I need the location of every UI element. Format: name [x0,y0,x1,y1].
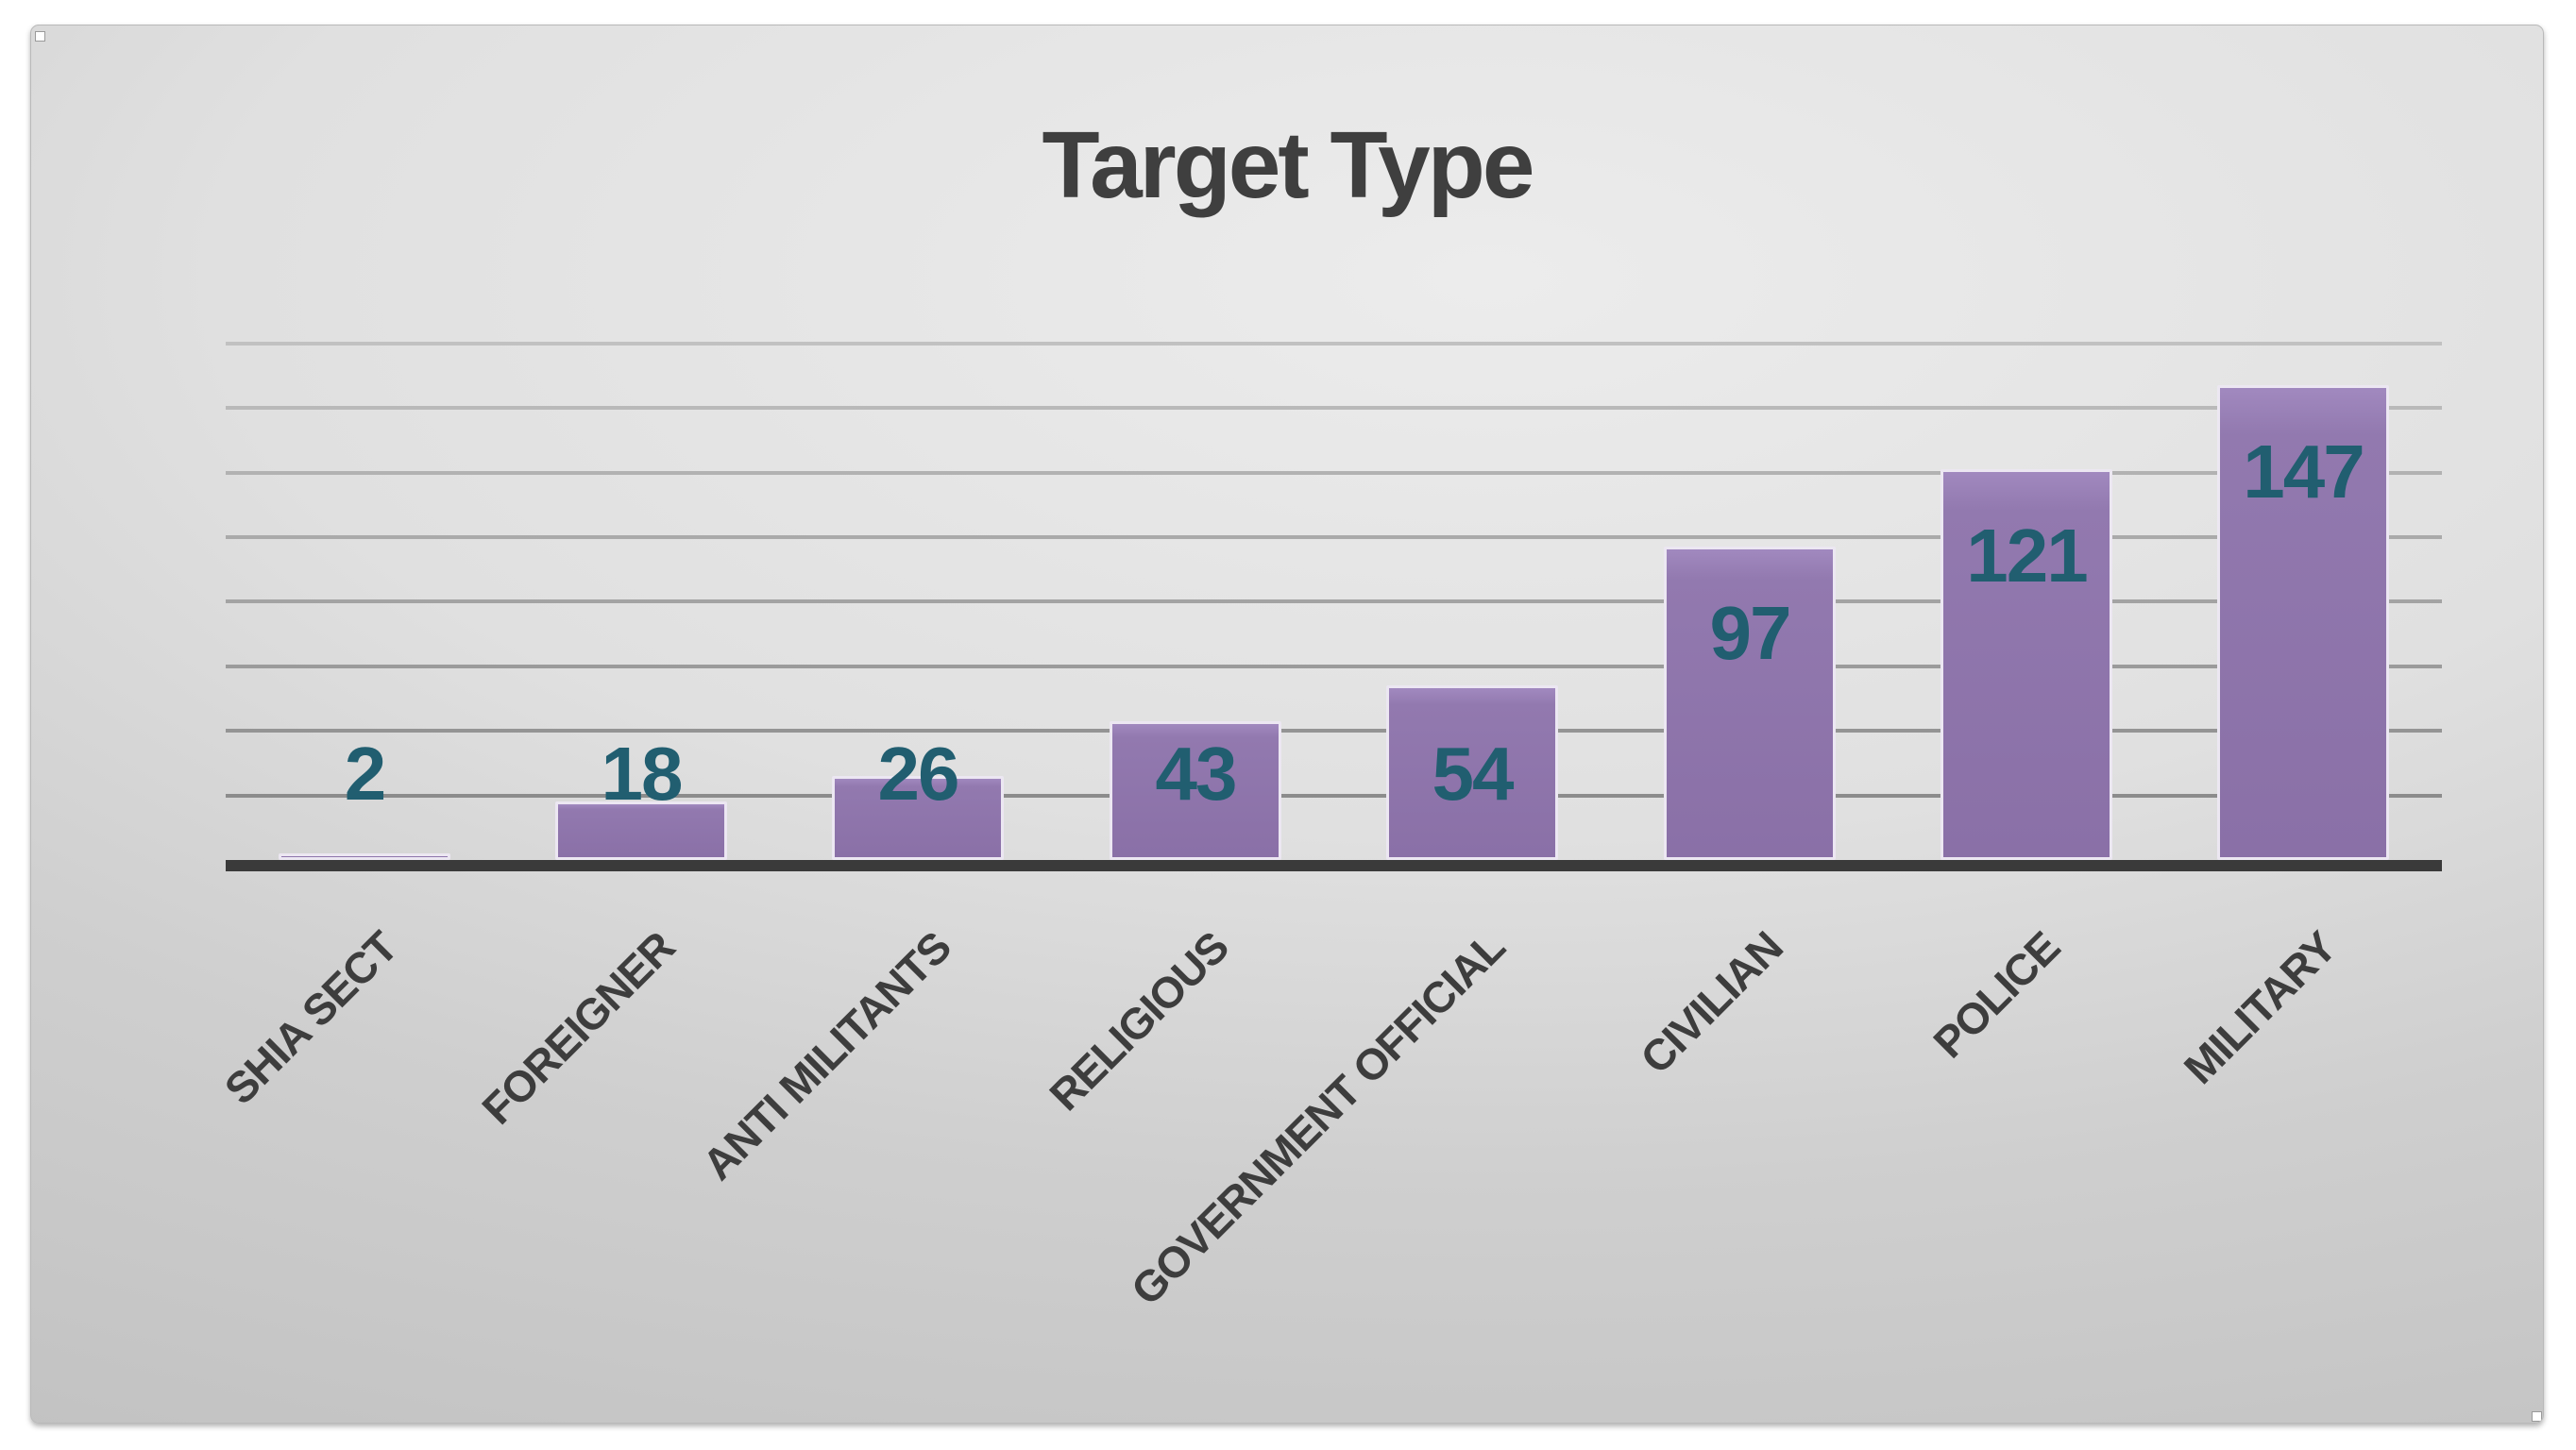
bar-civilian[interactable] [1664,547,1836,860]
bar-shia-sect[interactable] [279,853,450,860]
data-label-foreigner: 18 [601,732,684,816]
category-label-shia-sect: SHIA SECT [214,921,407,1114]
bar-military[interactable] [2217,385,2389,860]
bar-religious[interactable] [1110,721,1281,860]
gridline-160 [226,342,2442,346]
plot-area: 2 SHIA SECT 18 FOREIGNER 26 ANTI MILITANTS 43 R… [31,25,2543,1423]
category-label-foreigner: FOREIGNER [471,921,684,1134]
category-label-civilian: CIVILIAN [1631,921,1792,1084]
bar-government-official[interactable] [1386,685,1558,860]
x-axis-line [226,860,2442,871]
gridline-40 [226,729,2442,733]
data-label-shia-sect: 2 [344,732,387,816]
data-label-religious: 43 [1155,732,1238,816]
category-label-anti-militants: ANTI MILITANTS [692,921,960,1189]
gridline-20 [226,794,2442,798]
gridline-140 [226,406,2442,410]
category-label-military: MILITARY [2174,921,2346,1093]
gridline-60 [226,665,2442,668]
chart-title: Target Type [1042,112,1535,218]
resize-handle-top-left[interactable] [35,31,45,42]
data-label-civilian: 97 [1709,591,1792,675]
category-label-religious: RELIGIOUS [1040,921,1238,1121]
bar-police[interactable] [1940,469,2112,860]
slide: Target Type 2 SHIA SECT 18 FOREIGNER 26 ANTI … [30,25,2544,1424]
gridline-100 [226,535,2442,539]
data-label-military: 147 [2243,430,2364,514]
gridline-80 [226,599,2442,603]
data-label-government-official: 54 [1432,732,1515,816]
bar-foreigner[interactable] [555,801,727,860]
gridline-120 [226,471,2442,475]
category-label-police: POLICE [1924,921,2069,1068]
resize-handle-bottom-right[interactable] [2532,1411,2542,1422]
bar-anti-militants[interactable] [832,776,1004,860]
data-label-police: 121 [1966,514,2088,598]
data-label-anti-militants: 26 [877,732,960,816]
